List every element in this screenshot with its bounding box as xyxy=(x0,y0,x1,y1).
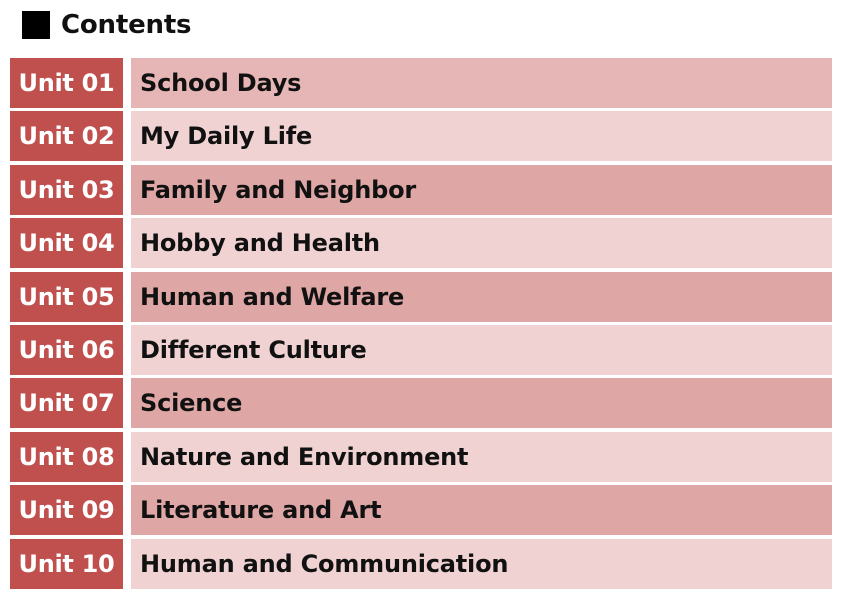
unit-label: Unit 10 xyxy=(10,538,123,589)
unit-row-09[interactable]: Unit 09 Literature and Art xyxy=(10,485,832,536)
contents-header: Contents xyxy=(22,8,192,42)
contents-table: Unit 01 School Days Unit 02 My Daily Lif… xyxy=(10,58,832,592)
unit-title: Human and Communication xyxy=(131,538,832,589)
unit-title: School Days xyxy=(131,58,832,108)
unit-label: Unit 06 xyxy=(10,324,123,375)
unit-title: Science xyxy=(131,378,832,429)
unit-row-07[interactable]: Unit 07 Science xyxy=(10,378,832,429)
unit-row-01[interactable]: Unit 01 School Days xyxy=(10,58,832,108)
unit-title: Family and Neighbor xyxy=(131,164,832,215)
unit-row-05[interactable]: Unit 05 Human and Welfare xyxy=(10,271,832,322)
unit-title: Different Culture xyxy=(131,324,832,375)
unit-label: Unit 08 xyxy=(10,431,123,482)
unit-title: Hobby and Health xyxy=(131,218,832,269)
page-title: Contents xyxy=(61,10,192,40)
unit-title: Literature and Art xyxy=(131,485,832,536)
unit-label: Unit 07 xyxy=(10,378,123,429)
unit-title: Human and Welfare xyxy=(131,271,832,322)
unit-title: Nature and Environment xyxy=(131,431,832,482)
unit-label: Unit 04 xyxy=(10,218,123,269)
unit-row-03[interactable]: Unit 03 Family and Neighbor xyxy=(10,164,832,215)
unit-row-08[interactable]: Unit 08 Nature and Environment xyxy=(10,431,832,482)
unit-title: My Daily Life xyxy=(131,111,832,162)
unit-label: Unit 02 xyxy=(10,111,123,162)
black-square-icon xyxy=(22,11,50,39)
unit-row-02[interactable]: Unit 02 My Daily Life xyxy=(10,111,832,162)
unit-label: Unit 09 xyxy=(10,485,123,536)
unit-label: Unit 03 xyxy=(10,164,123,215)
unit-row-04[interactable]: Unit 04 Hobby and Health xyxy=(10,218,832,269)
unit-label: Unit 01 xyxy=(10,58,123,108)
unit-row-10[interactable]: Unit 10 Human and Communication xyxy=(10,538,832,589)
unit-label: Unit 05 xyxy=(10,271,123,322)
unit-row-06[interactable]: Unit 06 Different Culture xyxy=(10,324,832,375)
